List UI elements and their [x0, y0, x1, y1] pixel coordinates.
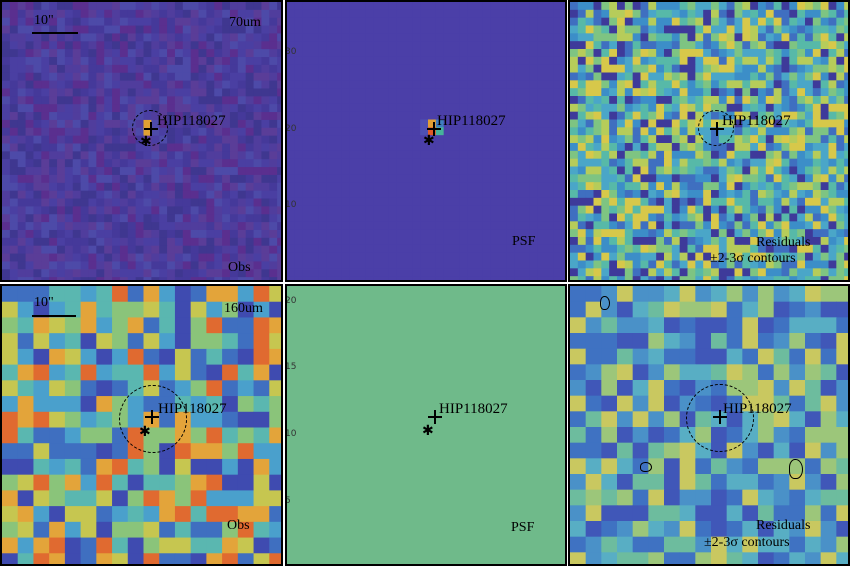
band-label: 160um: [224, 301, 263, 316]
panel-label-line2: ±2-3σ contours: [704, 535, 790, 550]
source-name: HIP118027: [157, 113, 226, 129]
panel-label-line1: Residuals: [756, 235, 811, 250]
panel-label: PSF: [511, 520, 535, 535]
scale-label: 10": [34, 13, 54, 28]
source-name: HIP118027: [439, 401, 508, 417]
source-name: HIP118027: [158, 401, 227, 417]
star-position-marker: ✱: [139, 424, 151, 440]
image-70um-psf: [287, 2, 565, 280]
star-position-marker: ✱: [422, 423, 434, 439]
source-position-marker: [713, 410, 727, 424]
tick-label: 10: [285, 200, 297, 210]
panel-70um-residuals: HIP118027 Residuals ±2-3σ contours: [568, 0, 850, 282]
residual-contour: [789, 459, 803, 479]
aperture-circle: [119, 385, 187, 453]
panel-160um-residuals: HIP118027 Residuals ±2-3σ contours: [568, 284, 850, 566]
image-160um-obs: [2, 286, 281, 564]
image-160um-psf: [287, 286, 565, 564]
source-name: HIP118027: [437, 113, 506, 129]
aperture-circle: [132, 110, 168, 146]
tick-label: 5: [285, 496, 291, 506]
panel-label: PSF: [512, 234, 536, 249]
aperture-circle: [698, 110, 734, 146]
tick-label: 30: [285, 47, 297, 57]
panel-70um-psf: 30 20 10 ✱ HIP118027 PSF: [285, 0, 567, 282]
source-name: HIP118027: [722, 113, 791, 129]
scale-label: 10": [34, 295, 54, 310]
tick-label: 20: [285, 124, 297, 134]
tick-label: 15: [285, 362, 297, 372]
image-160um-residuals: [570, 286, 848, 564]
residual-contour: [600, 296, 610, 310]
band-label: 70um: [229, 15, 261, 30]
star-position-marker: ✱: [140, 134, 152, 150]
aperture-circle: [686, 384, 754, 452]
source-name: HIP118027: [723, 401, 792, 417]
star-position-marker: ✱: [423, 133, 435, 149]
source-position-marker: [710, 122, 724, 136]
source-position-marker: [145, 410, 159, 424]
residual-contour: [640, 462, 652, 472]
tick-label: 20: [285, 296, 297, 306]
panel-label-line2: ±2-3σ contours: [710, 251, 796, 266]
scale-bar: [32, 315, 76, 317]
source-position-marker: [427, 122, 441, 136]
panel-70um-obs: 10" 70um ✱ HIP118027 Obs: [0, 0, 283, 282]
source-position-marker: [144, 122, 158, 136]
panel-label-line1: Residuals: [756, 518, 811, 533]
panel-160um-psf: 20 15 10 5 ✱ HIP118027 PSF: [285, 284, 567, 566]
tick-label: 10: [285, 429, 297, 439]
source-position-marker: [428, 410, 442, 424]
panel-160um-obs: 10" 160um ✱ HIP118027 Obs: [0, 284, 283, 566]
panel-label: Obs: [227, 518, 250, 533]
panel-label: Obs: [228, 260, 251, 275]
scale-bar: [32, 32, 78, 34]
